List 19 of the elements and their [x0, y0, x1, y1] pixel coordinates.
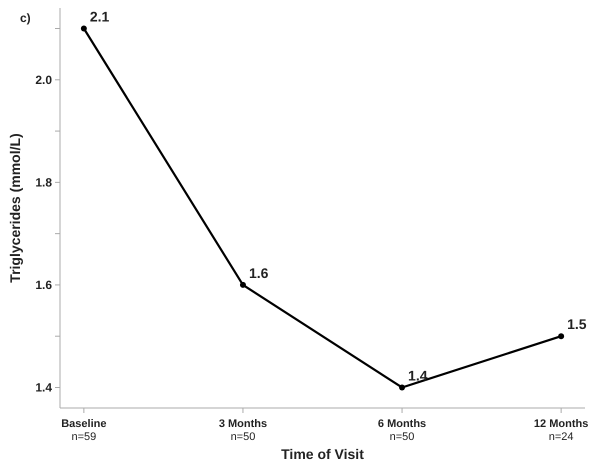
point — [80, 26, 87, 32]
x-tick-label: 12 Months n=24 — [534, 418, 588, 443]
x-tick-label: 3 Months n=50 — [218, 418, 268, 443]
y-tick-label: 1.6 — [35, 278, 52, 292]
point — [240, 282, 246, 288]
data-label: 1.6 — [248, 264, 269, 281]
point — [399, 384, 406, 390]
text: c) — [20, 11, 31, 25]
data-label: 1.4 — [408, 367, 428, 384]
x-tick-label: 6 Months n=50 — [378, 418, 426, 443]
point — [558, 333, 564, 340]
data-label: 2.1 — [90, 8, 110, 25]
y-tick-label: 1.4 — [35, 380, 52, 395]
data-label: 1.5 — [567, 316, 587, 332]
x-tick-label: Baseline n=59 — [61, 418, 106, 443]
x-axis-title: Time of Visit — [281, 446, 364, 462]
y-tick-label: 1.8 — [35, 176, 52, 190]
y-axis-title: Triglycerides (mmol/L) — [7, 133, 23, 283]
y-tick-label: 2.0 — [35, 72, 52, 87]
